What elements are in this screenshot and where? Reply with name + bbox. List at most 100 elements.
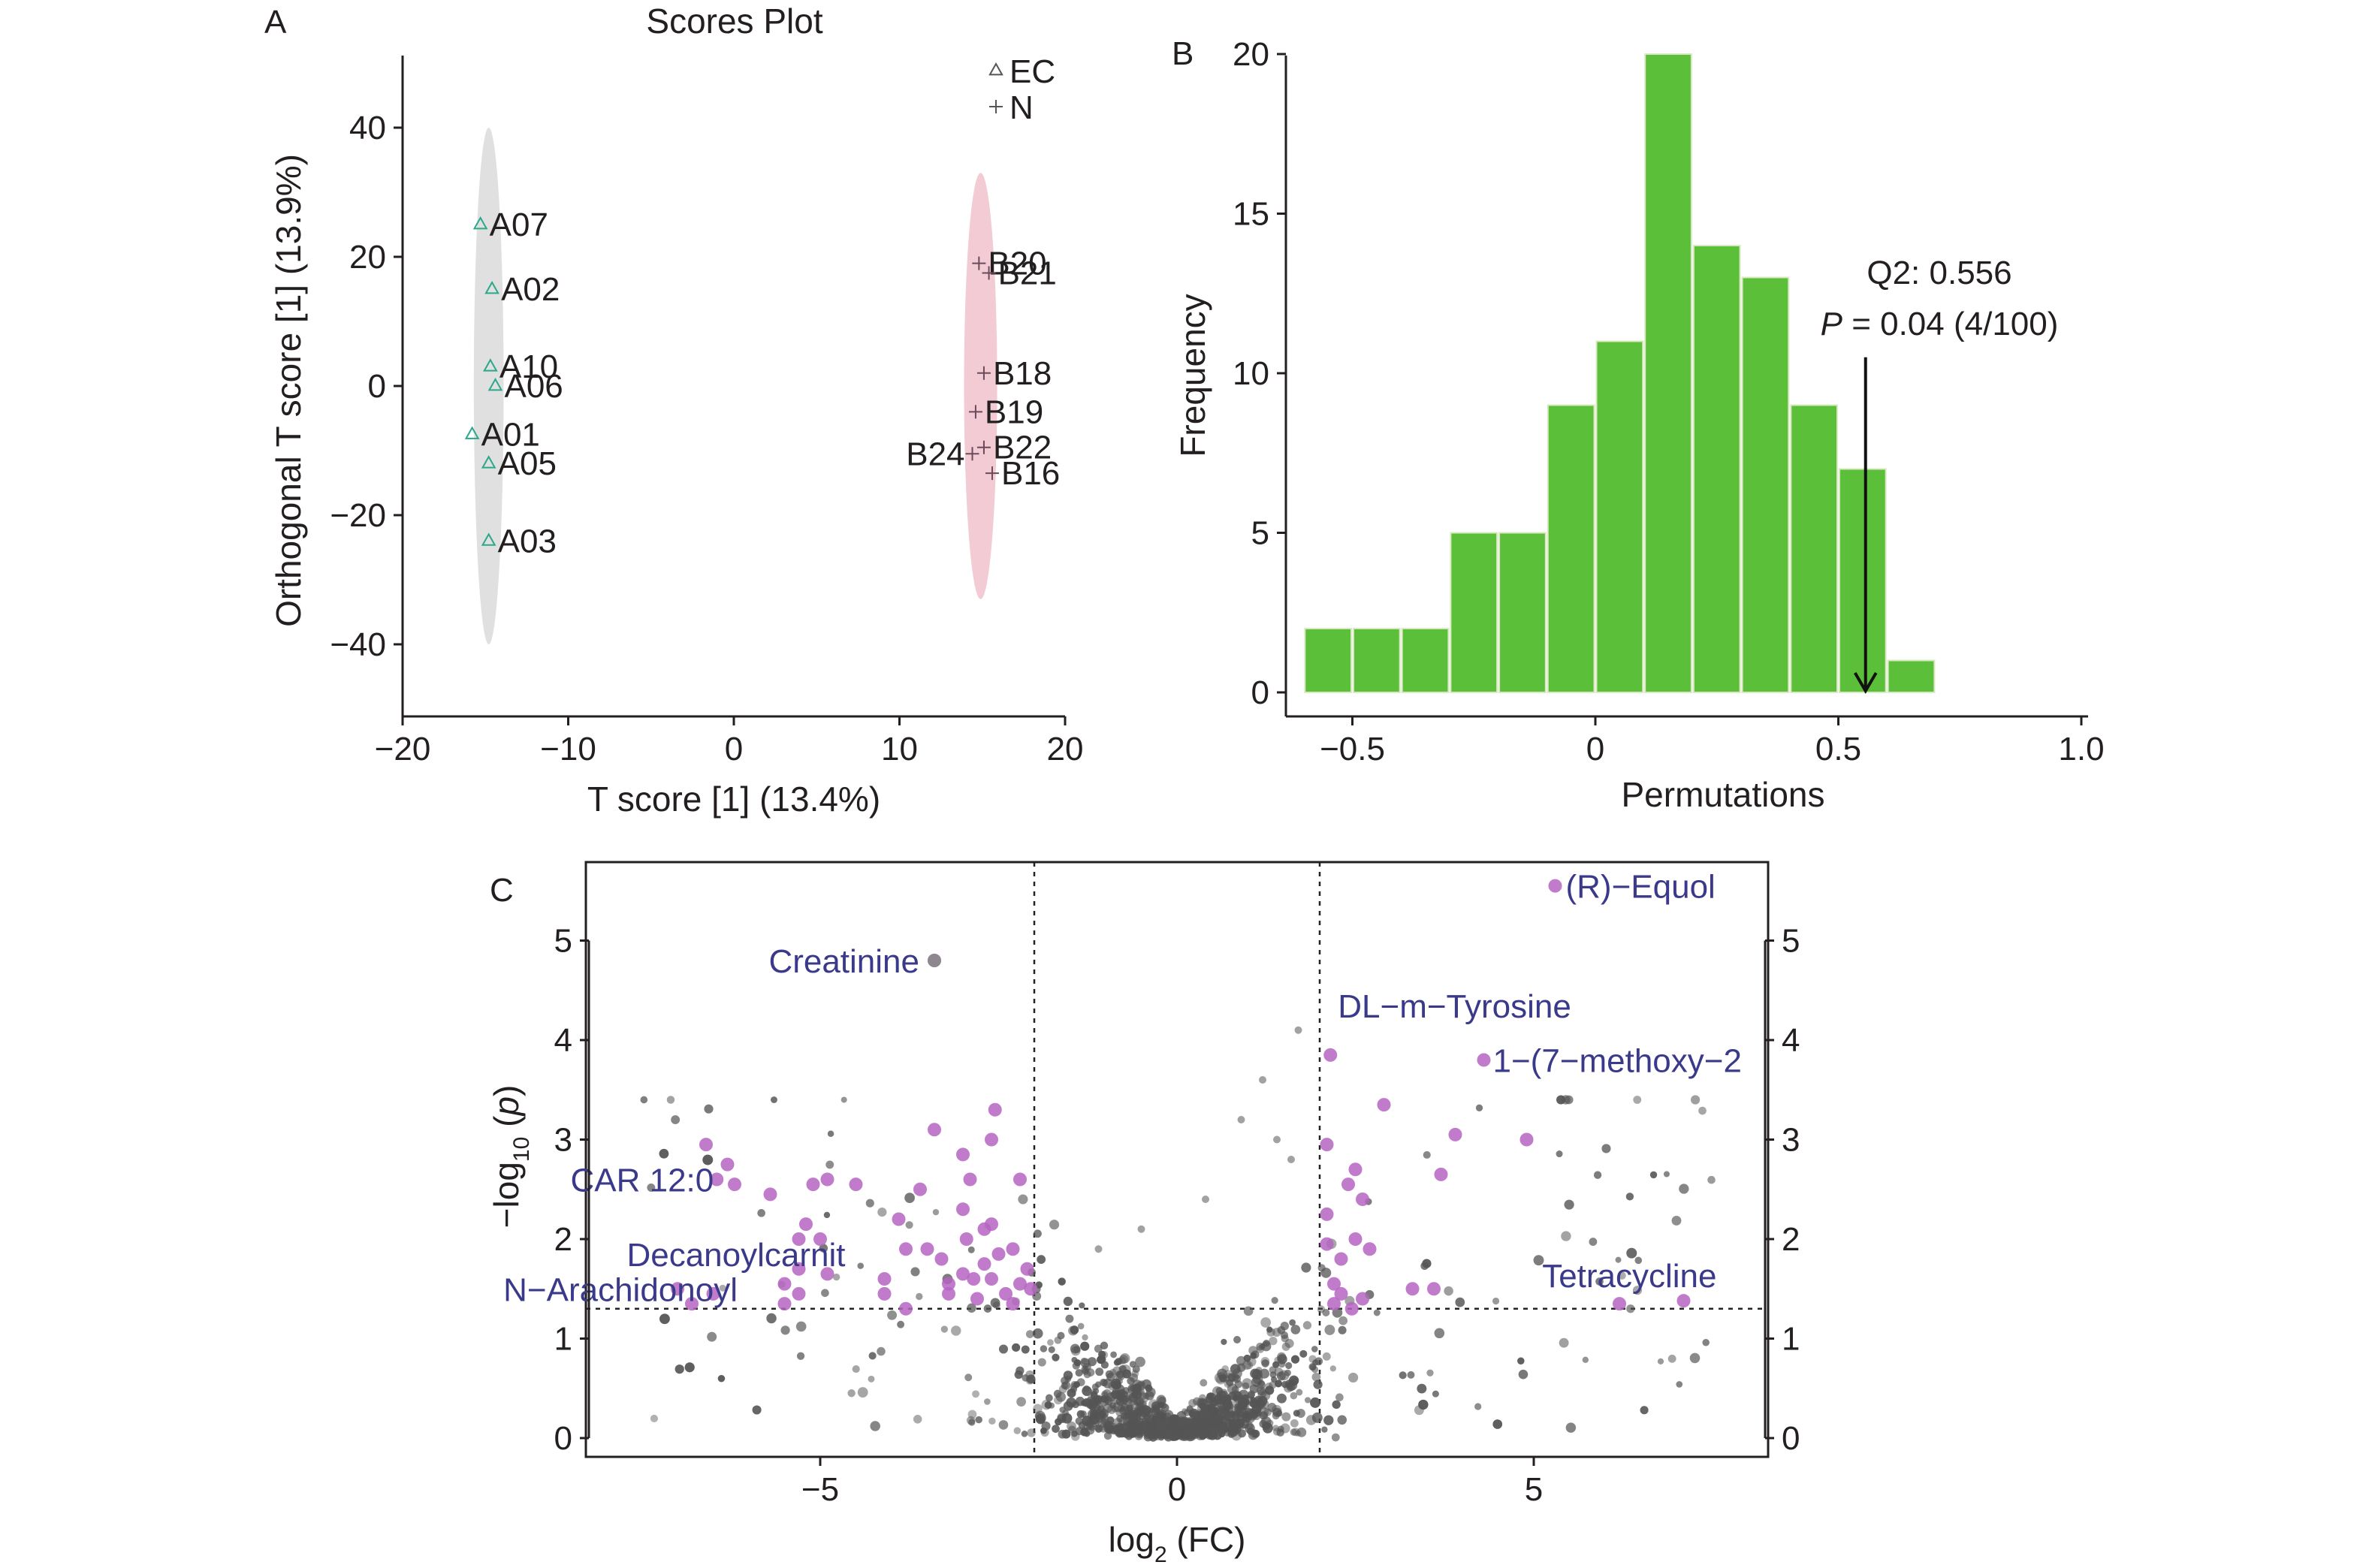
- left-y-tick-label: 2: [554, 1221, 572, 1258]
- metabolite-point: [1263, 1408, 1272, 1416]
- metabolite-point: [868, 1352, 877, 1360]
- metabolite-point: [1633, 1096, 1642, 1104]
- x-tick-label: 20: [1047, 731, 1084, 767]
- legend-triangle-icon: [988, 62, 1003, 76]
- histogram-bar: [1304, 628, 1353, 693]
- metabolite-point: [1626, 1304, 1635, 1313]
- metabolite-point: [1260, 1416, 1272, 1427]
- metabolite-label: N−Arachidonoyl: [503, 1271, 738, 1308]
- metabolite-point: [1679, 1184, 1689, 1194]
- metabolite-point: [1277, 1425, 1284, 1433]
- legend-label: N: [1009, 89, 1034, 126]
- metabolite-point: [1565, 1422, 1577, 1433]
- significant-metabolite-point: [942, 1286, 955, 1301]
- metabolite-point: [1052, 1353, 1060, 1361]
- point-label: B22: [993, 430, 1052, 466]
- metabolite-point: [821, 1289, 829, 1298]
- metabolite-point: [1251, 1404, 1262, 1415]
- metabolite-point: [757, 1209, 765, 1217]
- metabolite-point: [1100, 1361, 1109, 1369]
- metabolite-point: [1026, 1374, 1036, 1384]
- metabolite-point: [1045, 1394, 1053, 1402]
- metabolite-point: [1228, 1392, 1237, 1401]
- significant-metabolite-point: [710, 1172, 724, 1187]
- metabolite-point: [1082, 1386, 1092, 1396]
- metabolite-point: [1063, 1401, 1073, 1411]
- metabolite-point: [868, 1375, 875, 1383]
- significant-metabolite-point: [1024, 1282, 1038, 1296]
- metabolite-point: [832, 1273, 840, 1281]
- significant-metabolite-point: [1320, 1237, 1334, 1251]
- metabolite-point: [1112, 1425, 1121, 1433]
- x-tick-label: −0.5: [1320, 731, 1385, 767]
- metabolite-point: [1070, 1430, 1078, 1437]
- panel-c-y-axis-title: −log10 (p): [487, 1085, 534, 1229]
- metabolite-label: CAR 12:0: [570, 1162, 714, 1199]
- metabolite-point: [1053, 1389, 1062, 1398]
- metabolite-point: [1707, 1175, 1716, 1184]
- metabolite-point: [1082, 1367, 1089, 1376]
- metabolite-point: [1269, 1371, 1277, 1379]
- metabolite-point: [1690, 1095, 1701, 1105]
- metabolite-point: [1099, 1410, 1106, 1418]
- metabolite-point: [1290, 1325, 1301, 1334]
- metabolite-point: [1593, 1171, 1602, 1179]
- metabolite-point: [1311, 1346, 1318, 1352]
- significant-metabolite-point: [899, 1242, 913, 1256]
- point-label: A06: [504, 368, 563, 405]
- metabolite-point: [1202, 1428, 1211, 1437]
- metabolite-point: [1219, 1374, 1227, 1383]
- metabolite-point: [1032, 1328, 1043, 1339]
- metabolite-point: [1012, 1343, 1021, 1352]
- metabolite-point: [1188, 1410, 1196, 1418]
- metabolite-point: [1040, 1345, 1048, 1352]
- metabolite-point: [659, 1313, 670, 1325]
- metabolite-point: [1138, 1405, 1145, 1412]
- metabolite-point: [1157, 1413, 1165, 1421]
- significant-metabolite-point: [1013, 1172, 1027, 1187]
- metabolite-point: [1135, 1397, 1144, 1406]
- metabolite-point: [1259, 1343, 1266, 1350]
- metabolite-point: [1075, 1369, 1083, 1377]
- metabolite-point: [1076, 1410, 1085, 1419]
- metabolite-point: [1121, 1369, 1132, 1379]
- metabolite-point: [1087, 1357, 1097, 1367]
- point-label: A01: [481, 417, 540, 454]
- metabolite-label: 1−(7−methoxy−2: [1493, 1043, 1742, 1080]
- metabolite-point: [1151, 1401, 1161, 1411]
- point-label: A05: [498, 445, 557, 482]
- metabolite-point: [904, 1193, 915, 1204]
- metabolite-point: [1284, 1338, 1294, 1349]
- point-label: A02: [501, 271, 560, 308]
- metabolite-point: [1455, 1297, 1465, 1307]
- metabolite-point: [1143, 1414, 1151, 1422]
- metabolite-point: [1518, 1369, 1529, 1380]
- significant-metabolite-point: [1356, 1292, 1369, 1306]
- metabolite-point: [975, 1416, 982, 1424]
- metabolite-point: [1126, 1404, 1133, 1412]
- metabolite-point: [1533, 1255, 1544, 1266]
- metabolite-point: [1236, 1402, 1245, 1411]
- metabolite-point: [1219, 1404, 1230, 1415]
- metabolite-point: [1564, 1199, 1574, 1210]
- x-tick-label: 0: [1586, 731, 1604, 767]
- metabolite-point: [1329, 1365, 1336, 1372]
- metabolite-point: [1061, 1429, 1071, 1439]
- y-tick-label: 5: [1251, 515, 1269, 552]
- metabolite-point: [1142, 1421, 1151, 1430]
- metabolite-point: [1310, 1397, 1320, 1408]
- metabolite-point: [1197, 1410, 1208, 1420]
- point-label: A07: [490, 207, 548, 243]
- metabolite-point: [1147, 1422, 1157, 1431]
- panel-c-letter: C: [490, 872, 514, 909]
- metabolite-point: [1399, 1371, 1407, 1380]
- metabolite-point: [1103, 1422, 1110, 1429]
- metabolite-point: [1280, 1321, 1290, 1331]
- metabolite-point: [905, 1221, 913, 1229]
- significant-metabolite-point: [956, 1147, 970, 1162]
- histogram-bar: [1498, 532, 1547, 693]
- metabolite-point: [1081, 1365, 1089, 1374]
- right-y-tick-label: 2: [1782, 1221, 1800, 1258]
- q2-arrow-head: [1854, 671, 1878, 694]
- metabolite-point: [1290, 1419, 1299, 1428]
